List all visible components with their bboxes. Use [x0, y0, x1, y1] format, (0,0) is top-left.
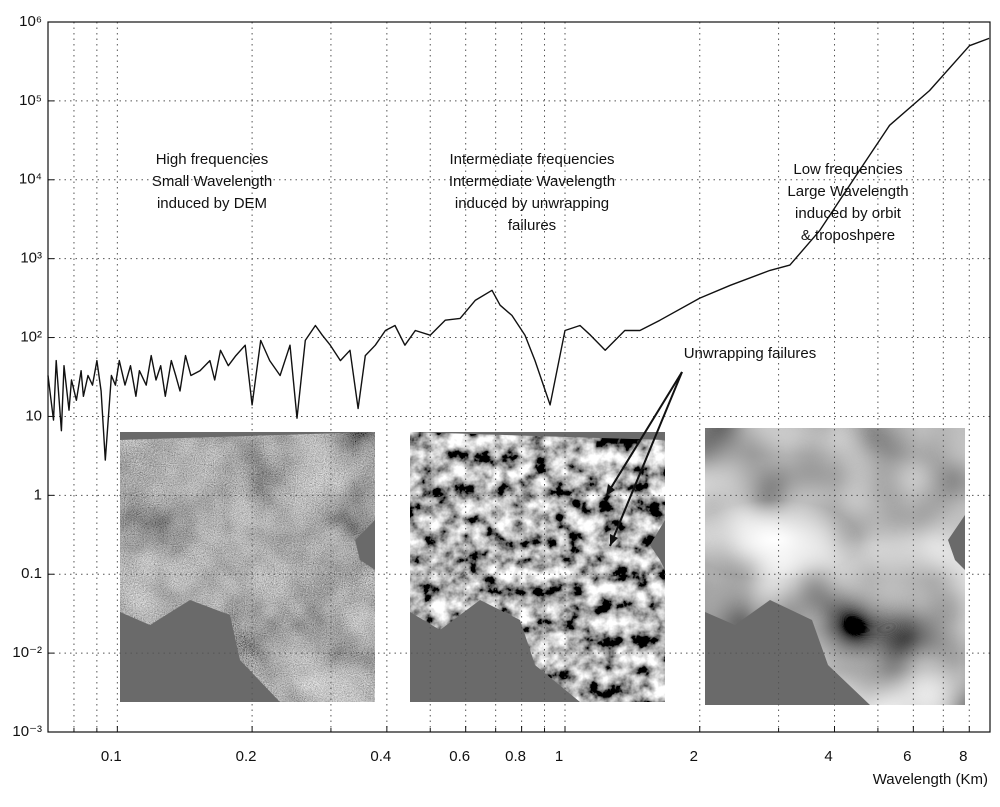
y-tick-label: 10⁶	[19, 13, 42, 30]
inset-images	[120, 428, 965, 705]
annotation: induced by unwrapping	[455, 195, 609, 212]
arrow	[605, 371, 683, 497]
x-tick-label: 0.4	[370, 748, 391, 765]
x-tick-label: 0.2	[236, 748, 257, 765]
annotation: Unwrapping failures	[684, 345, 817, 362]
x-tick-label: 6	[903, 748, 911, 765]
y-tick-label: 10²	[20, 329, 42, 346]
annotation: failures	[508, 217, 556, 234]
annotation: Intermediate frequencies	[449, 151, 614, 168]
x-tick-label: 0.1	[101, 748, 122, 765]
y-tick-label: 10³	[20, 250, 42, 267]
annotation: High frequencies	[156, 151, 269, 168]
x-axis-label: Wavelength (Km)	[873, 771, 988, 788]
x-tick-label: 4	[824, 748, 832, 765]
arrow-head	[606, 484, 615, 496]
arrows	[605, 371, 683, 547]
labels: 10⁻³ 10⁻² 0.1 1 10 10² 10³ 10⁴ 10⁵ 10⁶ 0.1 0.2 0.4 0.…	[12, 13, 988, 788]
annotation: Intermediate Wavelength	[449, 173, 615, 190]
series-line	[47, 37, 990, 461]
y-tick-label: 10⁴	[19, 171, 42, 188]
annotation: Small Wavelength	[152, 173, 272, 190]
arrow-head	[610, 534, 618, 546]
y-tick-label: 10⁻³	[12, 723, 42, 740]
annotation: Large Wavelength	[787, 183, 908, 200]
arrow	[609, 371, 683, 547]
y-tick-label: 10⁻²	[12, 644, 42, 661]
annotation: induced by orbit	[795, 205, 902, 222]
x-tick-label: 0.6	[449, 748, 470, 765]
annotation: induced by DEM	[157, 195, 267, 212]
annotation: Low frequencies	[793, 161, 902, 178]
x-tick-label: 0.8	[505, 748, 526, 765]
y-tick-label: 0.1	[21, 565, 42, 582]
annotation: & troposhpere	[801, 227, 895, 244]
plot-area	[47, 37, 990, 461]
y-tick-label: 10⁵	[19, 92, 42, 109]
y-tick-label: 10	[25, 407, 42, 424]
x-tick-label: 1	[555, 748, 563, 765]
x-tick-label: 2	[690, 748, 698, 765]
inset-highlight	[705, 500, 860, 580]
y-tick-label: 1	[34, 486, 42, 503]
x-tick-label: 8	[959, 748, 967, 765]
